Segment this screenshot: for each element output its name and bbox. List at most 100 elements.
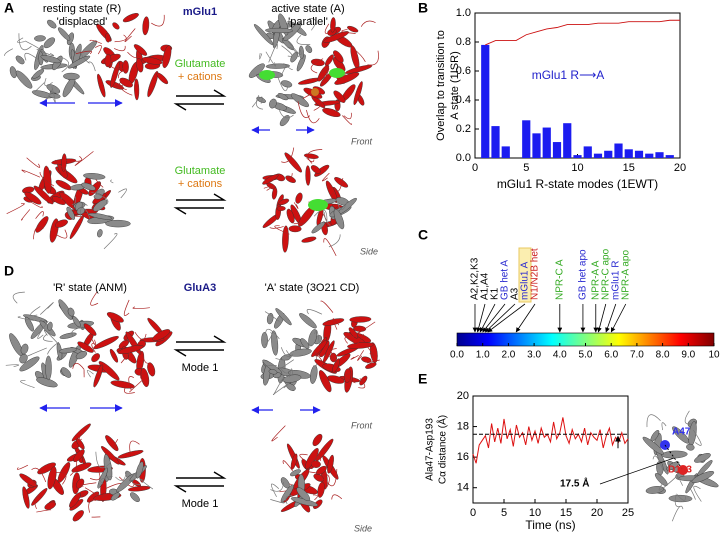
y-tick-label: 18 [457, 420, 469, 432]
coil [287, 173, 293, 179]
helix [57, 27, 71, 41]
helix [54, 219, 68, 228]
coil [652, 455, 664, 471]
x-tick-label: 10 [571, 162, 583, 174]
view-label: Side [360, 246, 378, 256]
coil [277, 76, 289, 92]
helix [271, 330, 279, 356]
x-axis-label: mGlu1 R-state modes (1EWT) [497, 177, 658, 191]
bar [665, 155, 674, 158]
marker-label: A3 [510, 287, 521, 300]
helix [97, 467, 108, 489]
protein-name: GluA3 [184, 282, 216, 294]
coil [44, 329, 60, 345]
coil [17, 316, 34, 321]
coil [268, 43, 278, 63]
helix [280, 80, 293, 88]
coil [277, 365, 288, 374]
helix [694, 453, 711, 463]
view-label: Side [354, 523, 372, 533]
marker-arrow [484, 303, 516, 333]
helix [345, 64, 373, 74]
panel-label: C [418, 227, 428, 243]
coil [89, 334, 97, 346]
coil [79, 203, 88, 218]
residue [678, 465, 688, 475]
helix [69, 215, 84, 240]
helix [290, 469, 301, 477]
helix [40, 55, 61, 64]
coil [69, 461, 78, 476]
mode-label: Mode 1 [182, 498, 219, 510]
helix [162, 45, 172, 69]
panel-label: D [4, 263, 14, 279]
helix [334, 72, 360, 85]
helix [34, 35, 46, 42]
marker-arrow [610, 303, 627, 333]
helix [296, 54, 306, 72]
x-tick-label: 1.0 [476, 350, 490, 361]
helix [67, 307, 75, 317]
x-tick-label: 9.0 [681, 350, 695, 361]
helix [268, 369, 278, 375]
coil [313, 98, 322, 111]
helix [661, 450, 688, 459]
helix [334, 177, 349, 188]
bar [593, 153, 603, 158]
state-title: 'R' state (ANM) [53, 282, 127, 294]
bar [563, 123, 572, 158]
coil [91, 343, 96, 353]
helix [105, 219, 131, 228]
helix [317, 481, 325, 498]
helix [61, 367, 72, 378]
coil [352, 47, 366, 62]
marker-label: N1/N2B het [530, 248, 541, 300]
helix [72, 315, 81, 328]
helix [310, 58, 325, 67]
coil [17, 37, 25, 43]
equilibrium-arrow [173, 349, 224, 357]
marker-label: NPR-A apo [620, 250, 631, 300]
coil [282, 359, 294, 368]
bar [634, 150, 644, 158]
coil [357, 350, 365, 361]
helix [322, 318, 345, 326]
coil [263, 185, 274, 191]
helix [72, 510, 84, 522]
helix [348, 327, 359, 339]
helix [110, 492, 120, 501]
coil [65, 156, 83, 162]
helix [23, 314, 48, 323]
helix [312, 433, 323, 447]
coil [309, 455, 321, 467]
coil [309, 471, 326, 482]
coil [128, 376, 135, 391]
helix [97, 73, 106, 98]
helix [686, 443, 695, 451]
helix [22, 486, 30, 509]
helix [24, 191, 42, 205]
coil [337, 200, 348, 210]
mode-label: Mode 1 [182, 362, 219, 374]
coil [54, 159, 67, 171]
helix [296, 487, 311, 502]
coil [34, 494, 40, 510]
coil [282, 460, 293, 472]
coil [123, 299, 130, 316]
coil [55, 229, 68, 239]
coil [689, 487, 696, 500]
coil [119, 84, 133, 96]
coil [129, 380, 143, 393]
coil [31, 467, 47, 483]
coil [44, 77, 53, 87]
coil [118, 70, 128, 79]
helix [333, 208, 345, 230]
helix [141, 56, 163, 65]
bar [552, 142, 562, 158]
helix [47, 466, 57, 490]
marker-label: A2,K2,K3 [470, 257, 481, 300]
coil [16, 464, 29, 470]
helix [322, 108, 341, 118]
marker-label: GB het A [500, 260, 511, 300]
coil [646, 414, 661, 428]
